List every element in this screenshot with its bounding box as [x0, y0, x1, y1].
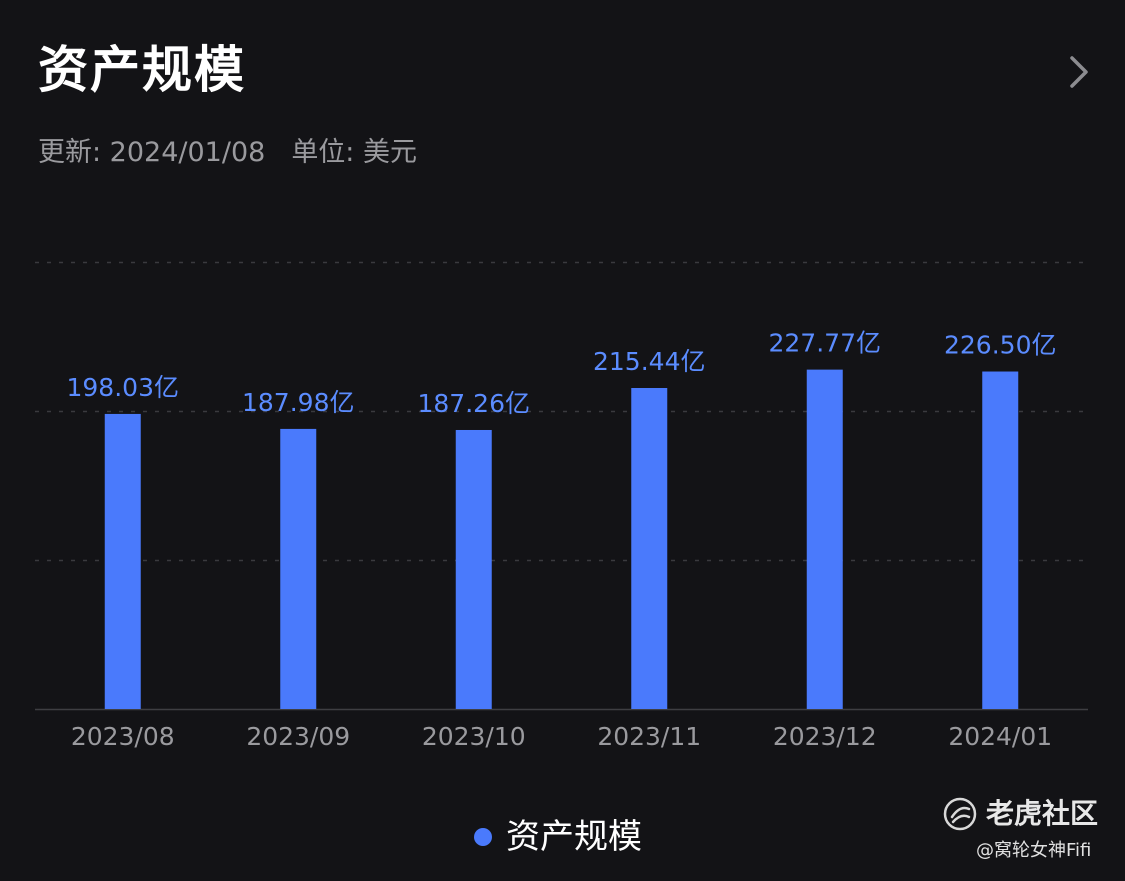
- legend-label: 资产规模: [506, 817, 642, 857]
- update-date: 更新: 2024/01/08: [38, 137, 266, 168]
- data-label: 198.03亿: [67, 373, 179, 402]
- data-label: 215.44亿: [593, 347, 705, 376]
- unit-label: 单位: 美元: [291, 137, 417, 168]
- page-title: 资产规模: [38, 41, 246, 99]
- data-label: 187.98亿: [242, 388, 354, 417]
- x-tick-label: 2023/09: [246, 722, 350, 751]
- x-tick-label: 2023/12: [773, 722, 877, 751]
- x-tick-label: 2024/01: [948, 722, 1052, 751]
- data-label: 187.26亿: [418, 389, 530, 418]
- data-label: 227.77亿: [769, 329, 881, 358]
- legend-item[interactable]: 资产规模: [474, 814, 642, 860]
- x-tick-label: 2023/08: [71, 722, 175, 751]
- bar-chart: 198.03亿 2023/08 187.98亿 2023/09 187.26亿 2023/…: [35, 261, 1088, 751]
- chevron-right-icon[interactable]: [1058, 50, 1098, 94]
- chart-meta: 更新: 2024/01/08 单位: 美元: [38, 136, 417, 170]
- bar: [280, 428, 317, 709]
- legend-dot-icon: [474, 828, 492, 846]
- watermark-brand: 老虎社区: [986, 797, 1099, 830]
- tiger-logo-icon: [943, 797, 977, 831]
- bar: [982, 371, 1019, 709]
- bar: [104, 413, 141, 709]
- data-label: 226.50亿: [944, 331, 1056, 360]
- watermark: 老虎社区 @窝轮女神Fifi: [942, 794, 1112, 864]
- x-tick-label: 2023/11: [597, 722, 701, 751]
- x-tick-label: 2023/10: [422, 722, 526, 751]
- bar: [631, 387, 668, 709]
- bar: [455, 429, 492, 709]
- bar: [806, 369, 843, 709]
- watermark-user: @窝轮女神Fifi: [976, 840, 1092, 861]
